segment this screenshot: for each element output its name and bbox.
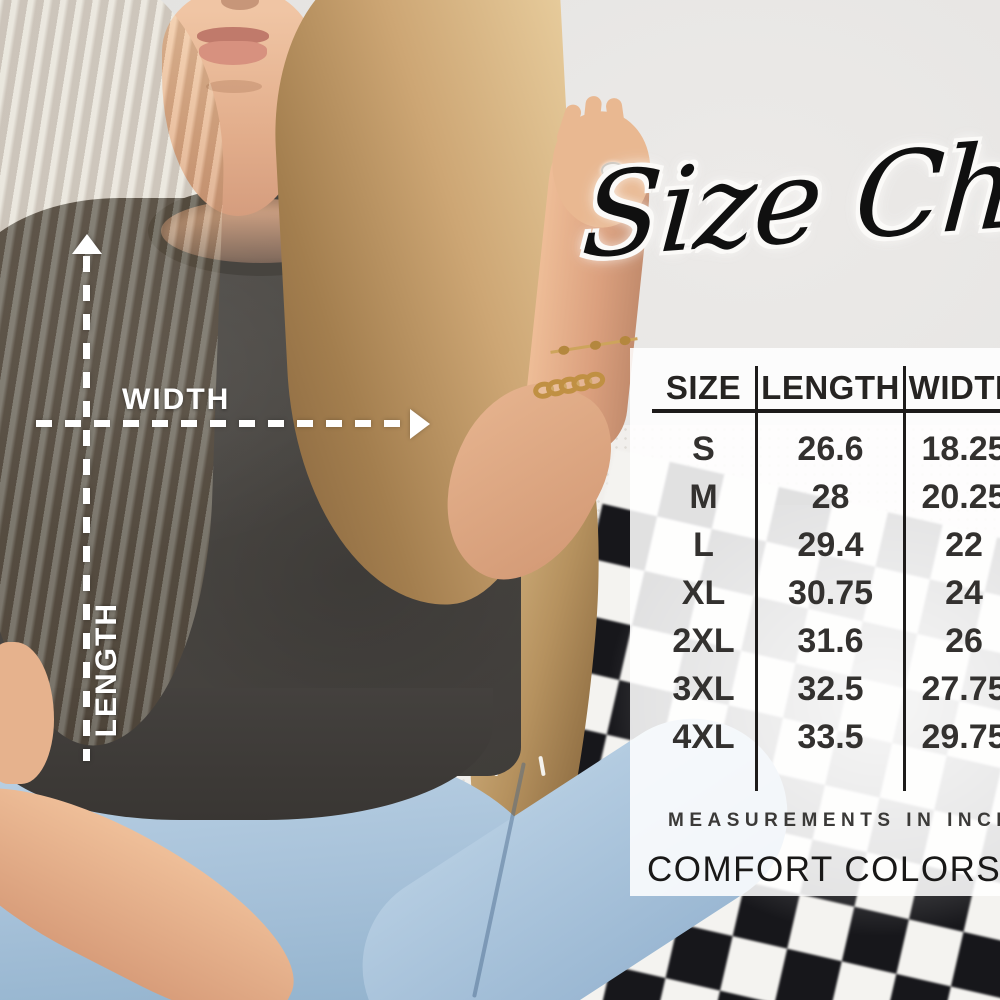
right-arrow-icon [410,409,430,439]
size-table-header: SIZE LENGTH WIDTH [652,366,1000,413]
table-row-spacer [652,761,1000,791]
table-row: 3XL 32.5 27.75 [652,665,1000,713]
width-dashed-line [36,420,412,427]
column-header-size: SIZE [652,366,758,413]
table-row-spacer [652,413,1000,425]
table-row: M 28 20.25 [652,473,1000,521]
width-label: WIDTH [122,383,231,416]
size-table: SIZE LENGTH WIDTH S 26.6 18.25 M 28 20.2… [652,366,1000,791]
size-chart-panel: SIZE LENGTH WIDTH S 26.6 18.25 M 28 20.2… [630,348,1000,896]
model-nose-shadow [221,0,259,10]
model-lips [197,27,269,44]
measurements-note: MEASUREMENTS IN INCHES [668,810,1000,831]
brand-text: COMFORT COLORS 17 [647,850,1000,889]
model-chin-shadow [206,80,262,93]
diamond-ring [601,162,625,179]
table-row: 4XL 33.5 29.75 [652,713,1000,761]
up-arrow-icon [72,234,102,254]
table-row: S 26.6 18.25 [652,425,1000,473]
table-row: XL 30.75 24 [652,569,1000,617]
length-label: LENGTH [90,602,123,738]
column-header-width: WIDTH [906,366,1000,413]
column-header-length: LENGTH [758,366,906,413]
length-dashed-line [83,256,90,761]
table-row: L 29.4 22 [652,521,1000,569]
model-lips [199,41,267,65]
tshirt-hem [0,688,493,820]
table-row: 2XL 31.6 26 [652,617,1000,665]
